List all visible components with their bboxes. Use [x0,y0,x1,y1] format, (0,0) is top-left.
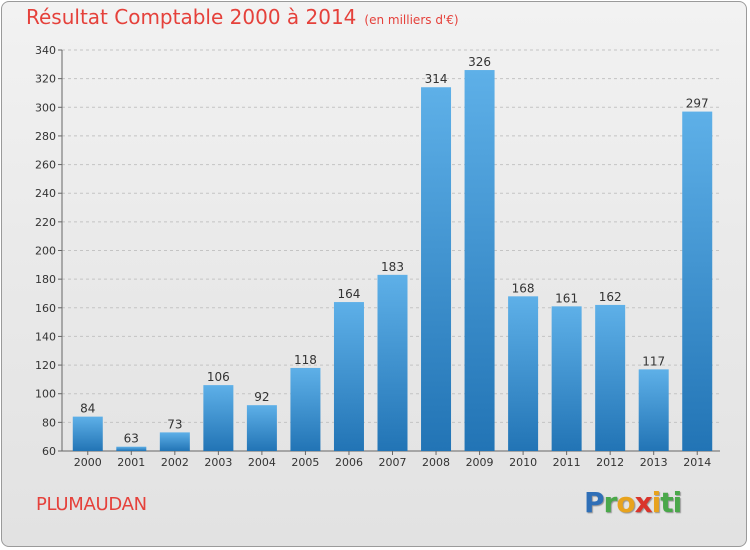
y-tick-label: 180 [35,273,56,286]
data-label: 314 [425,72,448,86]
data-label: 161 [555,291,578,305]
x-tick-label: 2012 [596,456,624,469]
x-tick-label: 2009 [466,456,494,469]
data-label: 326 [468,55,491,69]
x-tick-label: 2001 [117,456,145,469]
y-tick-label: 200 [35,245,56,258]
data-label: 92 [254,390,269,404]
bar [638,369,669,451]
city-name: PLUMAUDAN [36,494,147,515]
logo-letter: x [634,486,653,519]
x-tick-label: 2007 [379,456,407,469]
bar [72,416,103,451]
y-tick-label: 300 [35,101,56,114]
data-label: 117 [642,354,665,368]
logo-letter: r [603,486,618,519]
y-tick-label: 240 [35,187,56,200]
x-tick-label: 2004 [248,456,276,469]
data-label: 84 [80,402,95,416]
x-tick-label: 2008 [422,456,450,469]
y-tick-label: 80 [42,416,56,429]
x-tick-label: 2010 [509,456,537,469]
bar [464,70,495,452]
y-tick-label: 340 [35,44,56,57]
x-tick-label: 2006 [335,456,363,469]
y-tick-label: 120 [35,359,56,372]
x-tick-label: 2002 [161,456,189,469]
data-label: 118 [294,353,317,367]
y-tick-label: 60 [42,445,56,458]
y-tick-label: 320 [35,73,56,86]
chart-subtitle: (en milliers d'€) [364,13,459,27]
data-label: 63 [124,432,139,446]
logo-letter: o [616,486,635,519]
proxiti-logo: Proxiti [584,486,683,519]
data-label: 168 [512,281,535,295]
bar [508,296,539,451]
y-tick-label: 160 [35,302,56,315]
data-label: 183 [381,260,404,274]
x-tick-label: 2003 [204,456,232,469]
bar [159,432,190,451]
bar [595,304,626,451]
x-tick-label: 2013 [640,456,668,469]
logo-letter: P [584,486,605,519]
y-tick-label: 100 [35,388,56,401]
chart-title-text: Résultat Comptable 2000 à 2014 [26,5,357,29]
chart-title: Résultat Comptable 2000 à 2014 (en millie… [26,5,459,29]
logo-letter: t [660,486,673,519]
bar [682,111,713,451]
x-tick-label: 2011 [553,456,581,469]
bar [551,306,582,451]
y-tick-label: 220 [35,216,56,229]
bar [290,367,321,451]
y-tick-label: 280 [35,130,56,143]
bar [116,446,147,451]
x-tick-label: 2005 [291,456,319,469]
bar [421,87,452,451]
x-tick-label: 2000 [74,456,102,469]
bar [333,302,364,451]
data-label: 73 [167,417,182,431]
logo-letter: i [651,486,662,519]
data-label: 164 [338,287,361,301]
data-label: 162 [599,290,622,304]
y-tick-label: 140 [35,330,56,343]
data-label: 106 [207,370,230,384]
y-tick-label: 260 [35,159,56,172]
bar [203,385,234,451]
x-tick-label: 2014 [683,456,711,469]
bar [246,405,277,451]
data-label: 297 [686,97,709,111]
logo-letter: i [672,486,683,519]
bar [377,274,408,451]
